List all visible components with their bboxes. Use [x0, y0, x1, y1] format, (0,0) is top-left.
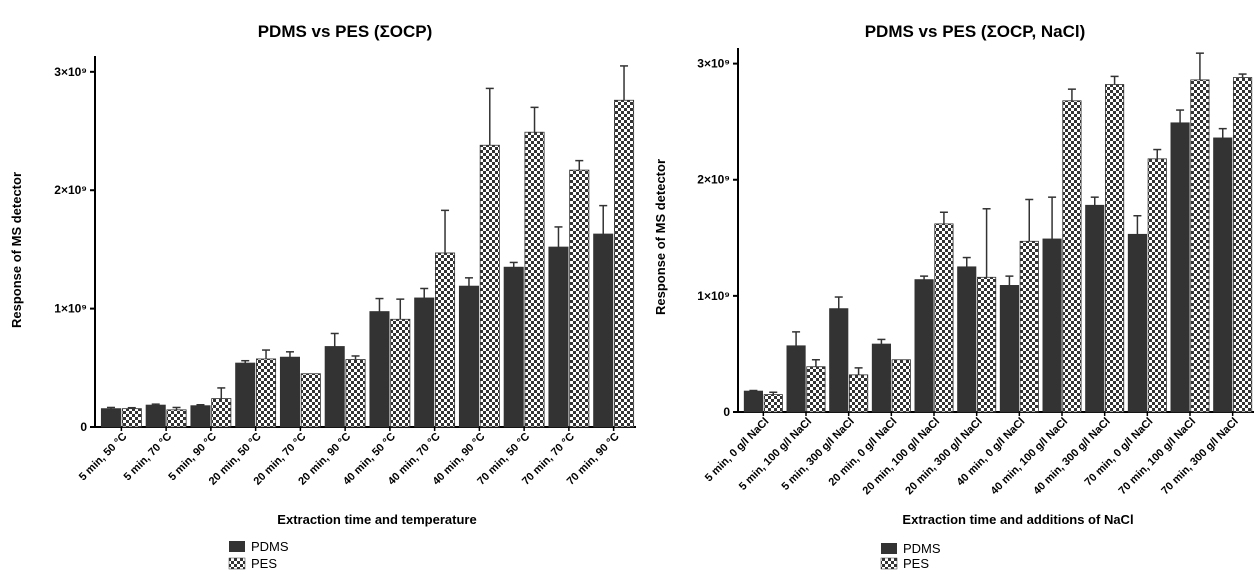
chart-1-bar-pdms [548, 246, 569, 428]
chart-2-legend-swatch-pes [880, 557, 898, 570]
chart-2-x-tick-label: 20 min, 300 g/l NaCl [903, 416, 985, 498]
chart-2-bar-pdms [1170, 122, 1190, 413]
chart-1-bar-pes [300, 373, 321, 428]
chart-2-y-tick-label: 1×10⁹ [697, 289, 730, 303]
chart-1-y-tick-label: 0 [80, 420, 87, 434]
chart-1-xlabel: Extraction time and temperature [277, 512, 476, 527]
chart-1-y-tick-label: 1×10⁹ [54, 302, 87, 316]
chart-1-bar-pes [256, 358, 277, 428]
chart-2-bar-pes [1233, 77, 1253, 413]
chart-2-bar-pdms [914, 279, 934, 413]
chart-2-x-tick-label: 40 min, 100 g/l NaCl [989, 416, 1071, 498]
chart-1-bar-pes [614, 99, 635, 428]
chart-1-bar-pdms [369, 311, 390, 428]
chart-2-bar-pes [1147, 158, 1167, 413]
chart-1-bar-pdms [458, 285, 479, 428]
chart-1-bar-pdms [145, 404, 166, 428]
chart-2-xlabel: Extraction time and additions of NaCl [902, 512, 1133, 527]
chart-2-x-tick-label: 40 min, 300 g/l NaCl [1031, 416, 1113, 498]
chart-1-bar-pes [211, 398, 232, 428]
chart-2-bar-pdms [1213, 137, 1233, 413]
chart-2-bar-pes [763, 394, 783, 413]
chart-2-bar-pes [1190, 79, 1210, 413]
chart-2-x-tick-label: 20 min, 100 g/l NaCl [861, 416, 943, 498]
chart-1-bar-pes [524, 131, 545, 428]
chart-1-bar-pdms [100, 408, 121, 428]
chart-1-bar-pdms [235, 362, 256, 428]
chart-2-bar-pdms [957, 266, 977, 413]
chart-2-title: PDMS vs PES (ΣOCP, NaCl) [865, 22, 1086, 41]
chart-1-bar-pes [166, 409, 187, 428]
chart-1-legend: PDMS PES [228, 539, 289, 571]
chart-1-bar-pdms [190, 405, 211, 428]
chart-2-bar-pdms [1042, 238, 1062, 413]
chart-1-legend-label-pdms: PDMS [251, 539, 289, 554]
chart-2-bar-pdms [1085, 204, 1105, 413]
chart-2-bar-pdms [829, 308, 849, 413]
chart-2-bar-pdms [743, 390, 763, 413]
chart-1-bar-pes [435, 252, 456, 428]
chart-2-bar-pdms [999, 285, 1019, 413]
chart-2-ylabel: Response of MS detector [653, 159, 668, 315]
chart-2-y-tick-label: 3×10⁹ [697, 57, 730, 71]
chart-2-bar-pdms [871, 343, 891, 413]
chart-1-title: PDMS vs PES (ΣOCP) [258, 22, 433, 41]
chart-1-bar-pdms [324, 346, 345, 428]
chart-1-bar-pes [390, 318, 411, 428]
chart-2-bar-pes [1019, 240, 1039, 413]
chart-1-legend-swatch-pes [228, 557, 246, 570]
chart-1-bar-pdms [279, 356, 300, 428]
chart-1-bar-pes [121, 408, 142, 428]
chart-1-bar-pes [345, 359, 366, 428]
chart-2-bar-pes [934, 223, 954, 413]
chart-2-x-tick-label: 70 min, 100 g/l NaCl [1117, 416, 1199, 498]
chart-2-legend-label-pdms: PDMS [903, 541, 941, 556]
chart-1-bar-pes [569, 169, 590, 428]
chart-2-bar-pes [1062, 100, 1082, 413]
chart-2-x-tick-label: 5 min, 300 g/l NaCl [780, 416, 857, 493]
chart-2-legend-swatch-pdms [881, 543, 897, 554]
chart-2-bar-pdms [1127, 233, 1147, 413]
chart-1-bar-pdms [593, 233, 614, 428]
chart-1-bar-pes [479, 144, 500, 428]
chart-2-bar-pes [977, 276, 997, 413]
chart-1-legend-label-pes: PES [251, 556, 277, 571]
chart-2-y-tick-label: 0 [723, 405, 730, 419]
chart-2-legend: PDMS PES [880, 541, 941, 571]
chart-2-bar-pes [1105, 84, 1125, 413]
chart-2-bar-pes [849, 374, 869, 413]
chart-2-legend-label-pes: PES [903, 556, 929, 571]
chart-2-x-tick-label: 70 min, 300 g/l NaCl [1159, 416, 1241, 498]
chart-2-bar-pes [806, 366, 826, 413]
chart-1-y-tick-label: 2×10⁹ [54, 183, 87, 197]
chart-1-bar-pdms [503, 266, 524, 428]
chart-2-y-tick-label: 2×10⁹ [697, 173, 730, 187]
chart-1-y-tick-label: 3×10⁹ [54, 65, 87, 79]
chart-2-bar-pes [891, 359, 911, 413]
chart-2-x-tick-label: 5 min, 100 g/l NaCl [737, 416, 814, 493]
chart-1-legend-swatch-pdms [229, 541, 245, 552]
chart-2-bar-pdms [786, 345, 806, 413]
chart-1-bar-pdms [414, 297, 435, 428]
chart-1-ylabel: Response of MS detector [9, 172, 24, 328]
